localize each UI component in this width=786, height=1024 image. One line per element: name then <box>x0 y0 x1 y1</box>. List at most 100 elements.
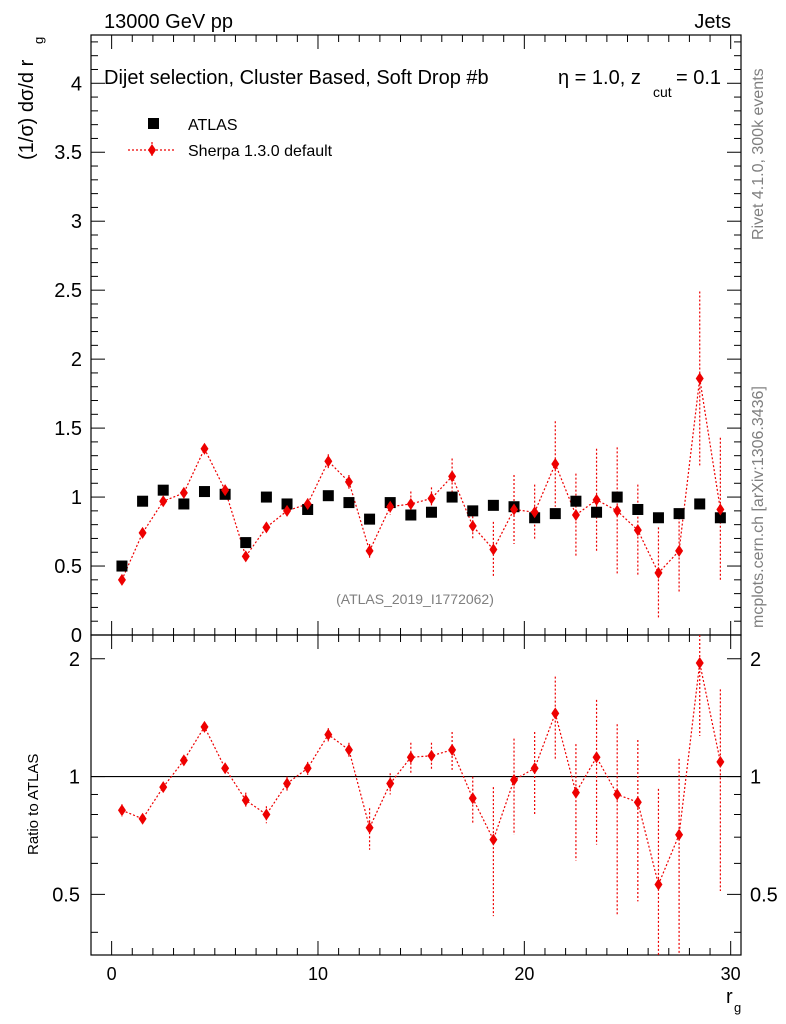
sherpa-point <box>468 520 477 533</box>
ratio-point <box>489 833 498 846</box>
sherpa-point <box>241 550 250 563</box>
data-marks <box>116 291 726 955</box>
y-tick-label: 1.5 <box>54 418 82 440</box>
ratio-point <box>117 804 126 817</box>
ratio-point <box>468 792 477 805</box>
atlas-point <box>240 537 252 549</box>
sherpa-line <box>121 378 721 581</box>
sherpa-point <box>510 503 519 516</box>
ratio-point <box>613 788 622 801</box>
atlas-point <box>487 499 499 511</box>
plot-title-eta-text: η = 1.0, z <box>558 67 641 89</box>
ratio-point <box>654 878 663 891</box>
ratio-point <box>675 828 684 841</box>
ratio-point <box>406 751 415 764</box>
sherpa-point <box>592 493 601 506</box>
ratio-point <box>571 786 580 799</box>
atlas-point <box>549 508 561 520</box>
atlas-point <box>322 490 334 502</box>
atlas-point <box>198 486 210 498</box>
analysis-watermark: (ATLAS_2019_I1772062) <box>336 591 494 607</box>
sherpa-point <box>159 495 168 508</box>
sherpa-point <box>303 497 312 510</box>
atlas-point <box>673 508 685 520</box>
sherpa-point <box>283 504 292 517</box>
atlas-point <box>364 513 376 525</box>
ratio-point <box>138 812 147 825</box>
ratio-point <box>386 777 395 790</box>
atlas-point <box>694 498 706 510</box>
header-energy: 13000 GeV pp <box>104 11 233 33</box>
atlas-point <box>632 503 644 515</box>
sherpa-point <box>448 470 457 483</box>
sherpa-point <box>427 492 436 505</box>
atlas-point <box>467 505 479 517</box>
sherpa-point <box>695 372 704 385</box>
ratio-panel-frame <box>90 634 742 956</box>
ratio-point <box>592 751 601 764</box>
sherpa-point <box>262 521 271 534</box>
y-tick-label: 0.5 <box>54 556 82 578</box>
header-category: Jets <box>694 11 731 33</box>
ratio-point <box>200 720 209 733</box>
x-axis-label-sub: g <box>734 1000 741 1015</box>
atlas-point <box>570 495 582 507</box>
atlas-point <box>260 491 272 503</box>
ratio-point <box>695 657 704 670</box>
atlas-point <box>446 491 458 503</box>
sherpa-point <box>179 486 188 499</box>
y-tick-label: 0 <box>71 625 82 647</box>
sherpa-point <box>386 500 395 513</box>
legend-atlas-label: ATLAS <box>188 117 238 134</box>
ratio-point <box>448 743 457 756</box>
axis-ticks <box>91 35 741 955</box>
ratio-point <box>283 777 292 790</box>
y-tick-label: 3.5 <box>54 142 82 164</box>
ratio-point <box>427 749 436 762</box>
ratio-point <box>344 743 353 756</box>
sherpa-point <box>138 526 147 539</box>
x-tick-label: 0 <box>107 964 117 984</box>
sherpa-point <box>221 484 230 497</box>
sherpa-point <box>344 475 353 488</box>
ratio-point <box>221 762 230 775</box>
x-axis-label: r <box>726 986 733 1008</box>
y-axis-label: (1/σ) dσ/d r <box>16 59 38 160</box>
atlas-point <box>157 484 169 496</box>
x-tick-label: 10 <box>308 964 328 984</box>
legend-sherpa-label: Sherpa 1.3.0 default <box>188 143 333 160</box>
y-axis-label-text: (1/σ) dσ/d r <box>16 59 38 160</box>
ratio-axis-label: Ratio to ATLAS <box>25 754 42 855</box>
sherpa-point <box>117 573 126 586</box>
sherpa-point <box>571 509 580 521</box>
ratio-point <box>551 707 560 720</box>
y-tick-label: 2.5 <box>54 280 82 302</box>
ratio-point <box>303 762 312 775</box>
plot-title-tail: = 0.1 <box>676 67 721 89</box>
y-tick-label: 2 <box>71 349 82 371</box>
ratio-point <box>159 781 168 794</box>
plot-title-main: Dijet selection, Cluster Based, Soft Dro… <box>104 67 489 89</box>
ratio-point <box>365 821 374 834</box>
atlas-point <box>116 560 128 572</box>
ratio-line <box>121 662 721 887</box>
legend-sherpa-marker <box>148 144 156 156</box>
sherpa-point <box>675 544 684 557</box>
sherpa-point <box>365 544 374 557</box>
atlas-point <box>281 498 293 510</box>
atlas-point <box>425 506 437 518</box>
atlas-point <box>652 512 664 524</box>
y-tick-label: 1 <box>71 487 82 509</box>
sherpa-point <box>613 504 622 517</box>
ratio-y-tick-label-right: 0.5 <box>750 884 778 906</box>
ratio-point <box>510 773 519 786</box>
rivet-caption: Rivet 4.1.0, 300k events <box>750 68 767 240</box>
atlas-point <box>714 512 726 524</box>
sherpa-point <box>716 503 725 516</box>
sherpa-point <box>551 457 560 470</box>
tick-labels: 0 10 20 30 0 0.5 1 1.5 2 2.5 3 3.5 4 0.5 0.5 1 1 2 2 <box>52 73 778 984</box>
ratio-point <box>530 762 539 775</box>
ratio-point <box>262 808 271 821</box>
sherpa-point <box>633 524 642 537</box>
sherpa-point <box>200 442 209 455</box>
